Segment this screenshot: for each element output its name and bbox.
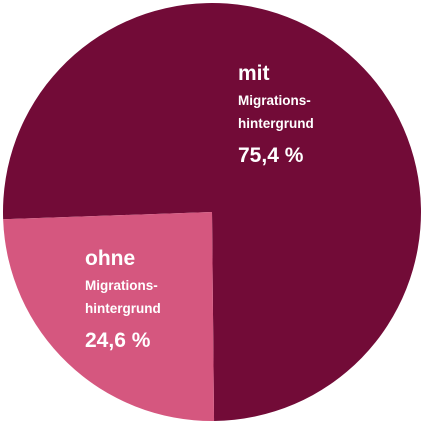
slice-note: hintergrund <box>85 301 161 316</box>
slice-value-label: 75,4 % <box>238 144 304 167</box>
slice-note: Migrations- <box>85 278 158 293</box>
slice-value-label: 24,6 % <box>85 329 151 352</box>
slice-category: ohne <box>85 247 135 270</box>
slice-note: Migrations- <box>238 93 311 108</box>
slice-category: mit <box>238 62 270 85</box>
pie-slice <box>3 212 215 421</box>
slice-note: hintergrund <box>238 116 314 131</box>
pie-slice <box>3 2 421 421</box>
